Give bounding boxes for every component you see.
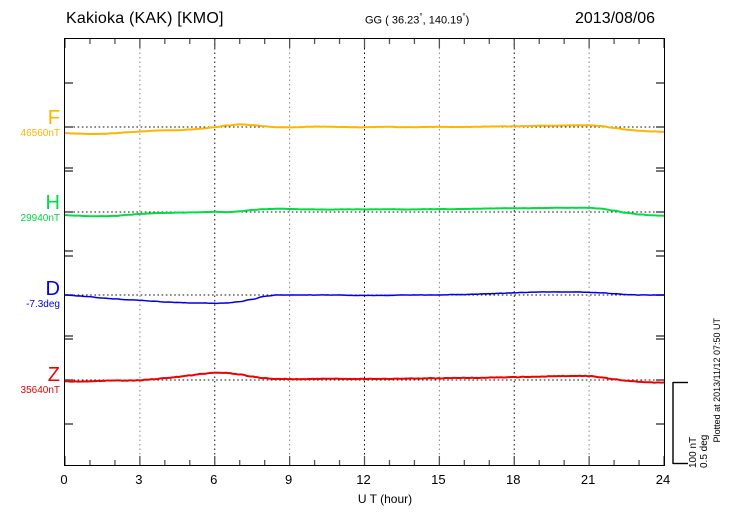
degree-symbol-lat: ° (419, 12, 423, 21)
trace-f (65, 123, 664, 136)
component-letter-z: Z (47, 364, 60, 386)
station-title: Kakioka (KAK) [KMO] (66, 10, 224, 27)
component-baseline-d: -7.3deg (26, 299, 60, 310)
component-label-d: D -7.3deg (2, 279, 60, 311)
observation-date: 2013/08/06 (575, 10, 656, 27)
x-tick-21: 21 (580, 472, 596, 487)
x-tick-18: 18 (506, 472, 521, 487)
trace-h (65, 206, 664, 218)
component-label-f: F 46560nT (2, 108, 60, 140)
geographic-coordinates: GG ( 36.23°, 140.19°) (365, 12, 469, 27)
magnetogram-traces (65, 39, 664, 465)
geo-prefix: GG ( 36.23 (365, 14, 420, 27)
component-letter-h: H (45, 192, 60, 214)
geo-suffix: ) (465, 14, 470, 27)
component-label-z: Z 35640nT (2, 365, 60, 397)
component-baseline-z: 35640nT (20, 385, 60, 396)
x-axis-title-text: U T (hour) (357, 492, 413, 506)
plot-area (64, 38, 665, 466)
vertical-scale-bar (672, 381, 688, 465)
component-baseline-f: 46560nT (20, 128, 60, 139)
x-tick-6: 6 (210, 472, 218, 487)
trace-z (65, 371, 664, 384)
x-tick-15: 15 (431, 472, 446, 487)
component-letter-f: F (47, 107, 60, 129)
x-tick-9: 9 (285, 472, 293, 487)
geo-mid: , 140.19 (422, 14, 463, 27)
degree-symbol-lon: ° (462, 12, 466, 21)
scale-nt: 100 nT (688, 436, 699, 468)
component-baseline-h: 29940nT (20, 213, 60, 224)
x-axis-title: U T (hour) (0, 492, 730, 506)
x-tick-24: 24 (655, 472, 671, 487)
trace-d (65, 291, 664, 305)
component-letter-d: D (45, 278, 60, 300)
x-tick-12: 12 (356, 472, 371, 487)
component-label-h: H 29940nT (2, 193, 60, 225)
x-tick-3: 3 (135, 472, 143, 487)
x-tick-0: 0 (60, 472, 68, 487)
scale-units: 100 nT 0.5 deg (688, 388, 710, 468)
scale-deg: 0.5 deg (699, 434, 710, 468)
plotted-at-timestamp: Plotted at 2013/11/12 07:50 UT (712, 318, 722, 443)
